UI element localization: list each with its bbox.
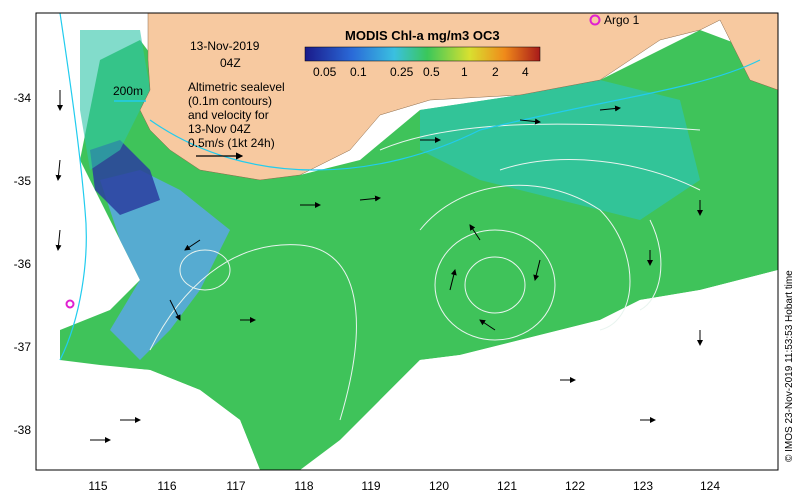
longitude-axis: 115 116 117 118 119 120 121 122 123 124 bbox=[88, 479, 720, 493]
land-mass bbox=[139, 13, 778, 181]
lon-tick-115: 115 bbox=[88, 479, 107, 493]
isobath-200m bbox=[59, 13, 761, 361]
lon-tick-120: 120 bbox=[429, 479, 449, 493]
annotation-line-2: and velocity for bbox=[188, 108, 269, 122]
lon-tick-117: 117 bbox=[226, 479, 245, 493]
lon-tick-118: 118 bbox=[294, 479, 313, 493]
plot-frame bbox=[35, 12, 779, 471]
colorbar-tick-6: 4 bbox=[522, 65, 529, 79]
velocity-arrows bbox=[55, 90, 703, 443]
lon-tick-119: 119 bbox=[361, 479, 380, 493]
date-label: 13-Nov-2019 bbox=[190, 39, 260, 53]
colorbar-tick-5: 2 bbox=[492, 65, 499, 79]
annotation-line-0: Altimetric sealevel bbox=[188, 80, 285, 94]
colorbar-tick-3: 0.5 bbox=[423, 65, 440, 79]
argo-float-marker-west[interactable] bbox=[65, 299, 75, 309]
credit-text: © IMOS 23-Nov-2019 11:53:53 Hobart time bbox=[784, 270, 795, 462]
lat-tick-34: -34 bbox=[14, 91, 32, 105]
chlorophyll-blue-patch bbox=[100, 170, 230, 360]
colorbar-tick-1: 0.1 bbox=[350, 65, 367, 79]
lat-tick-38: -38 bbox=[14, 423, 32, 437]
argo-label: Argo 1 bbox=[604, 13, 640, 27]
lon-tick-122: 122 bbox=[565, 479, 585, 493]
plot-area bbox=[36, 13, 778, 470]
lat-tick-36: -36 bbox=[14, 257, 32, 271]
isobath-label: 200m bbox=[113, 84, 143, 98]
colorbar-tick-0: 0.05 bbox=[313, 65, 337, 79]
sealevel-contours bbox=[149, 123, 701, 421]
lon-tick-116: 116 bbox=[157, 479, 176, 493]
cloud-cover bbox=[36, 270, 778, 470]
chlorophyll-deep-blue-patch bbox=[90, 140, 160, 215]
time-label: 04Z bbox=[220, 56, 241, 70]
colorbar-scale bbox=[304, 46, 541, 62]
lon-tick-121: 121 bbox=[497, 479, 517, 493]
lon-tick-124: 124 bbox=[700, 479, 720, 493]
colorbar-tick-2: 0.25 bbox=[390, 65, 414, 79]
chlorophyll-coastal-band bbox=[80, 30, 150, 170]
colorbar-tick-4: 1 bbox=[461, 65, 468, 79]
argo-float-marker[interactable] bbox=[589, 14, 601, 26]
annotation-block: Altimetric sealevel (0.1m contours) and … bbox=[188, 80, 285, 150]
annotation-line-1: (0.1m contours) bbox=[188, 94, 272, 108]
legend-title: MODIS Chl-a mg/m3 OC3 bbox=[345, 28, 500, 43]
chlorophyll-teal-patch bbox=[420, 80, 700, 220]
colorbar bbox=[304, 46, 541, 62]
colorbar-tick-labels: 0.05 0.1 0.25 0.5 1 2 4 bbox=[313, 65, 529, 79]
annotation-line-4: 0.5m/s (1kt 24h) bbox=[188, 136, 275, 150]
latitude-axis: -34 -35 -36 -37 -38 bbox=[14, 91, 32, 437]
annotation-line-3: 13-Nov 04Z bbox=[188, 122, 251, 136]
lat-tick-35: -35 bbox=[14, 174, 32, 188]
lon-tick-123: 123 bbox=[633, 479, 653, 493]
lat-tick-37: -37 bbox=[14, 340, 32, 354]
